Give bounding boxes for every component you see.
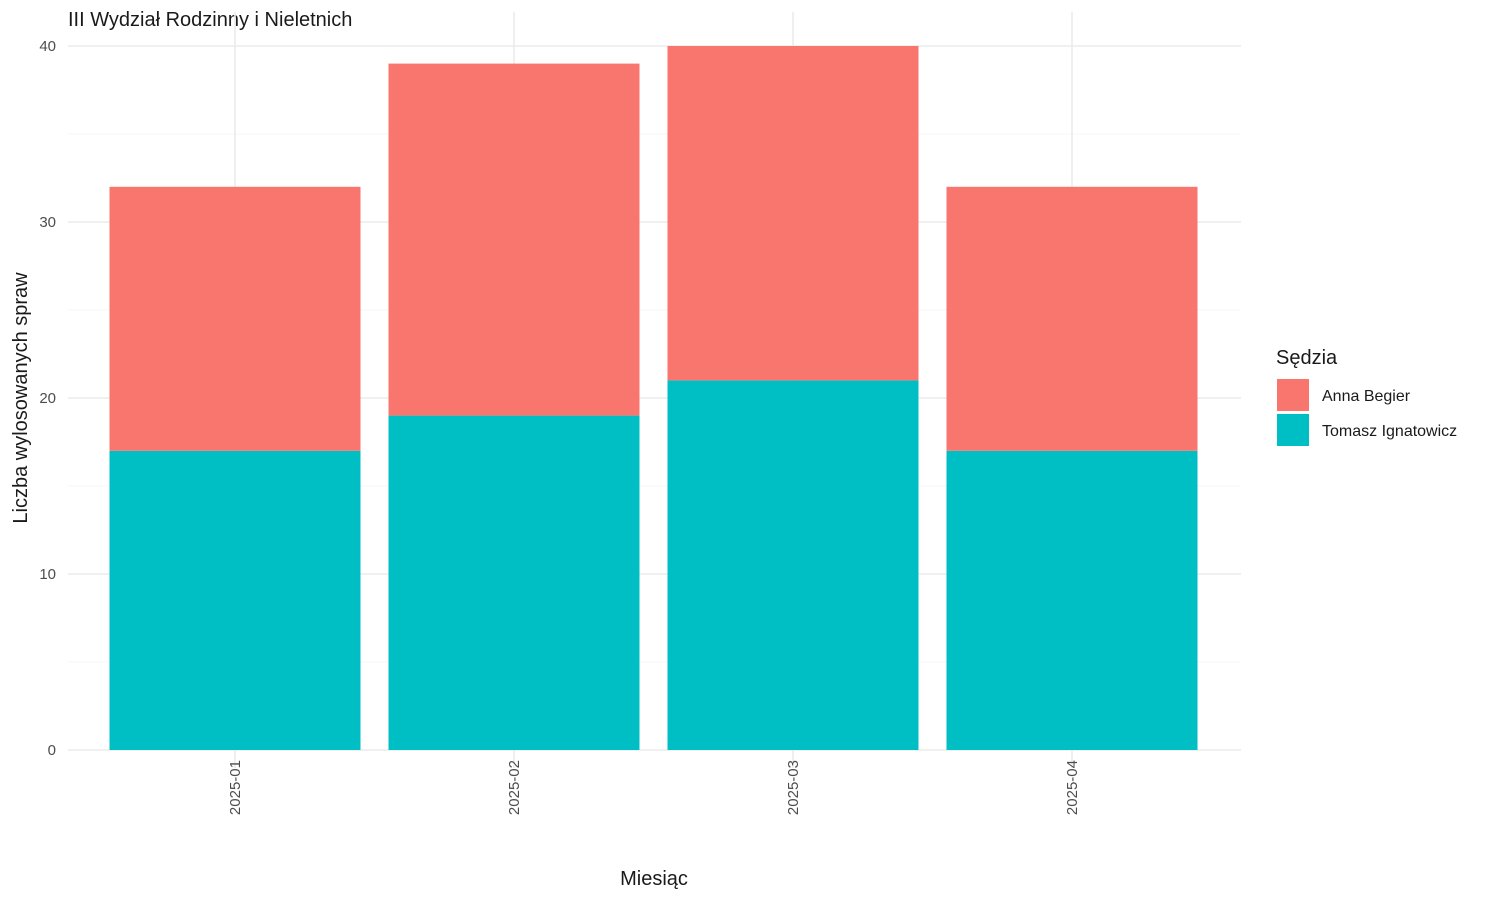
y-tick-label: 0	[48, 742, 56, 759]
legend-swatch	[1277, 414, 1309, 446]
bars	[109, 46, 1198, 750]
y-tick-label: 20	[39, 390, 56, 407]
bar-segment	[667, 46, 919, 381]
bar-segment	[946, 450, 1198, 750]
x-axis-ticks: 2025-01 2025-02 2025-03 2025-04	[227, 760, 1081, 815]
x-axis-title: Miesiąc	[620, 868, 688, 890]
legend: Sędzia Anna Begier Tomasz Ignatowicz	[1276, 347, 1457, 446]
legend-swatch	[1277, 379, 1309, 411]
bar-segment	[109, 186, 361, 451]
bar-segment	[946, 186, 1198, 451]
y-axis-title: Liczba wylosowanych spraw	[10, 272, 32, 524]
bar-segment	[388, 415, 640, 750]
y-tick-label: 40	[39, 38, 56, 55]
chart-title: III Wydział Rodzinny i Nieletnich	[68, 9, 352, 31]
x-tick-label: 2025-04	[1064, 760, 1081, 815]
legend-label: Anna Begier	[1322, 388, 1411, 405]
y-tick-label: 30	[39, 214, 56, 231]
x-tick-label: 2025-03	[785, 760, 802, 815]
bar-segment	[388, 63, 640, 416]
bar-segment	[109, 450, 361, 750]
x-tick-label: 2025-01	[227, 760, 244, 815]
legend-label: Tomasz Ignatowicz	[1322, 423, 1457, 440]
y-tick-label: 10	[39, 566, 56, 583]
bar-segment	[667, 380, 919, 750]
x-tick-label: 2025-02	[506, 760, 523, 815]
y-axis-ticks: 0 10 20 30 40	[39, 38, 56, 759]
legend-title: Sędzia	[1276, 347, 1338, 369]
